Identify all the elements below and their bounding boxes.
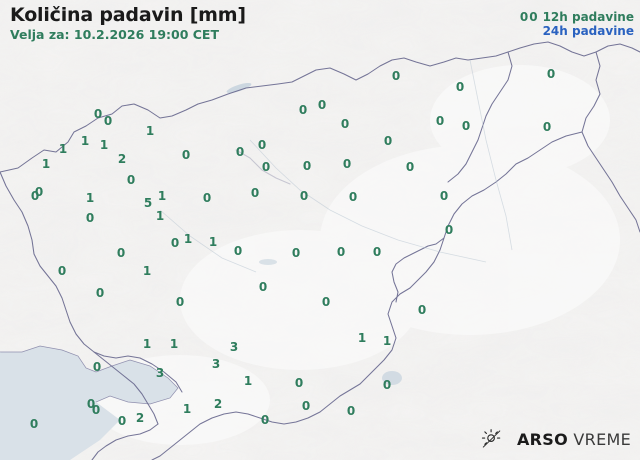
station-value: 0: [260, 413, 270, 427]
logo-name-bold: ARSO: [516, 429, 569, 449]
station-value: 0: [383, 134, 393, 148]
station-value: 1: [243, 374, 253, 388]
station-value: 0: [405, 160, 415, 174]
station-value: 1: [41, 157, 51, 171]
station-value: 0: [382, 378, 392, 392]
station-value: 0: [294, 376, 304, 390]
station-value: 0: [301, 399, 311, 413]
station-value: 0: [342, 157, 352, 171]
logo-text: ARSO VREME: [517, 430, 631, 449]
station-value: 0: [170, 236, 180, 250]
station-value: 3: [229, 340, 239, 354]
station-value: 0: [29, 417, 39, 431]
page-title: Količina padavin [mm]: [10, 4, 246, 26]
station-value: 0: [348, 190, 358, 204]
station-value: 0: [321, 295, 331, 309]
station-value: 0: [117, 414, 127, 428]
station-value: 2: [135, 411, 145, 425]
station-value: 0: [417, 303, 427, 317]
station-value: 0: [336, 245, 346, 259]
station-value: 0: [302, 159, 312, 173]
station-value: 5: [143, 196, 153, 210]
valid-time-label: Velja za: 10.2.2026 19:00 CET: [10, 27, 219, 42]
station-value: 1: [183, 232, 193, 246]
station-value: 0: [202, 191, 212, 205]
river-lines: [159, 59, 513, 273]
legend: 0 12h padavine 0 24h padavine: [529, 10, 634, 38]
station-value: 0: [546, 67, 556, 81]
station-value: 0: [444, 223, 454, 237]
station-value: 1: [80, 134, 90, 148]
legend-item-12h: 0 12h padavine: [529, 10, 634, 24]
station-value: 3: [155, 366, 165, 380]
station-value: 0: [258, 280, 268, 294]
station-value: 0: [181, 148, 191, 162]
station-value: 0: [291, 246, 301, 260]
station-value: 0: [103, 114, 113, 128]
station-value: 0: [439, 189, 449, 203]
sun-cloud-icon: [481, 429, 501, 448]
station-value: 1: [99, 138, 109, 152]
station-value: 0: [30, 189, 40, 203]
station-value: 1: [182, 402, 192, 416]
station-value: 1: [85, 191, 95, 205]
station-value: 0: [92, 360, 102, 374]
station-value: 0: [261, 160, 271, 174]
arso-vreme-logo: ARSO VREME: [481, 428, 631, 450]
station-value: 0: [299, 189, 309, 203]
station-value: 0: [235, 145, 245, 159]
legend-label-12h: 12h padavine: [542, 10, 634, 24]
legend-item-24h: 0 24h padavine: [529, 24, 634, 38]
station-value: 0: [391, 69, 401, 83]
station-value: 1: [58, 142, 68, 156]
station-value: 0: [250, 186, 260, 200]
station-value: 1: [208, 235, 218, 249]
lake-cerknica: [259, 259, 277, 265]
station-value: 0: [95, 286, 105, 300]
station-value: 3: [211, 357, 221, 371]
station-value: 0: [85, 211, 95, 225]
station-value: 1: [142, 264, 152, 278]
station-value: 2: [213, 397, 223, 411]
station-value: 0: [519, 10, 529, 24]
station-value: 0: [34, 185, 44, 199]
logo-name-light: VREME: [573, 429, 631, 449]
station-value: 0: [455, 80, 465, 94]
station-value: 1: [157, 189, 167, 203]
station-value: 0: [86, 397, 96, 411]
station-value: 0: [116, 246, 126, 260]
station-value: 0: [91, 403, 101, 417]
river-kolpa-bend: [382, 371, 402, 385]
station-value: 0: [435, 114, 445, 128]
station-value: 1: [169, 337, 179, 351]
station-value: 0: [461, 119, 471, 133]
station-value: 0: [346, 404, 356, 418]
lake-bohinj: [226, 82, 252, 94]
legend-label-24h: 24h padavine: [542, 24, 634, 38]
station-value: 0: [175, 295, 185, 309]
border-lines: [0, 41, 640, 460]
station-value: 1: [145, 124, 155, 138]
legend-sample-12h: 0: [529, 10, 538, 24]
station-value: 0: [257, 138, 267, 152]
station-value: 0: [298, 103, 308, 117]
station-value: 0: [340, 117, 350, 131]
station-value: 0: [93, 107, 103, 121]
station-value: 1: [142, 337, 152, 351]
station-value: 0: [372, 245, 382, 259]
station-value: 0: [542, 120, 552, 134]
station-value: 1: [357, 331, 367, 345]
station-value: 0: [57, 264, 67, 278]
station-value: 1: [155, 209, 165, 223]
map-header: Količina padavin [mm] Velja za: 10.2.202…: [10, 4, 246, 43]
station-value: 0: [126, 173, 136, 187]
sea-adriatic-inner: [0, 352, 120, 460]
station-value: 0: [233, 244, 243, 258]
station-value: 2: [117, 152, 127, 166]
station-value: 0: [317, 98, 327, 112]
station-value: 1: [382, 334, 392, 348]
